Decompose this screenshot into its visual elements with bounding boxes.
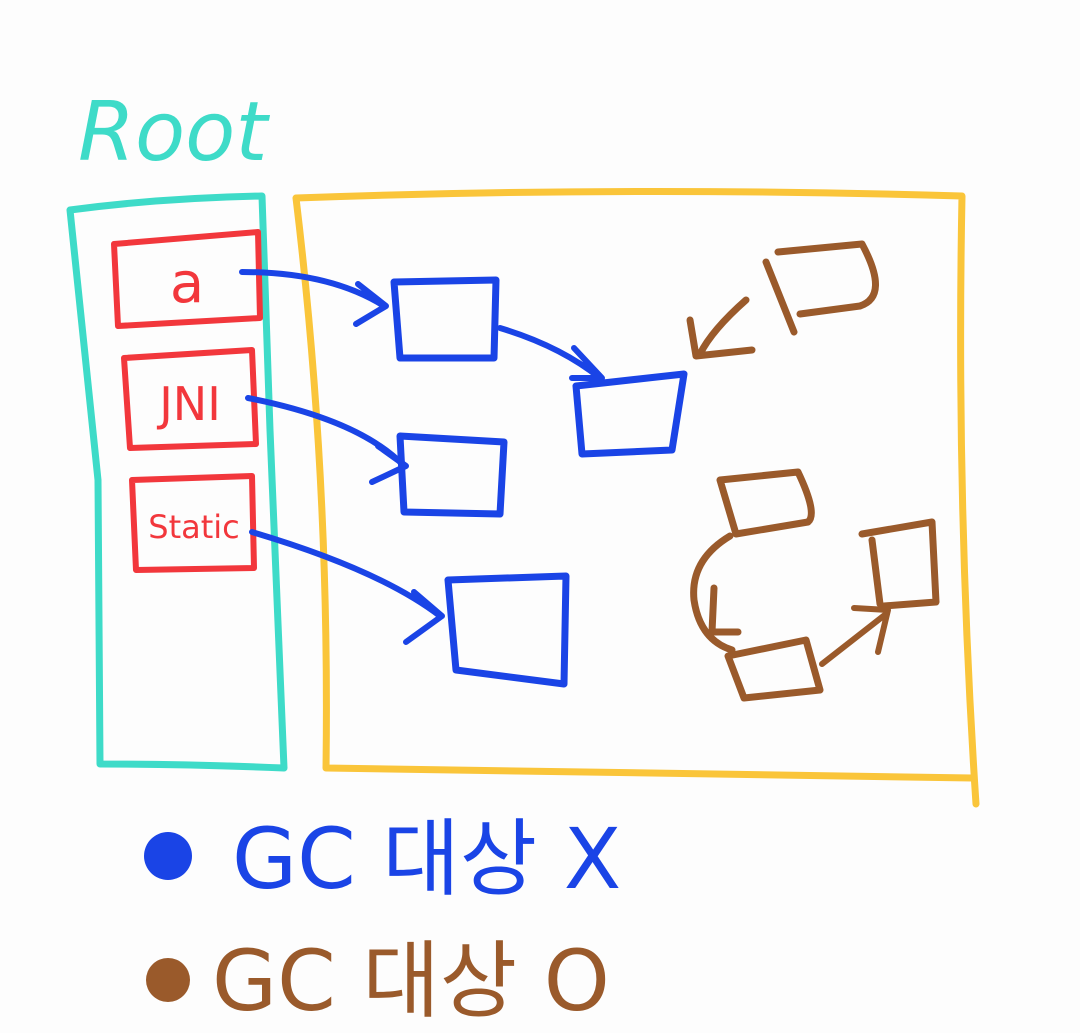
legend-dot-reachable xyxy=(144,832,192,880)
reachable-object-1 xyxy=(390,276,500,362)
unreachable-object-1 xyxy=(762,240,879,336)
unreachable-arrow-1 xyxy=(686,296,756,360)
reachable-references xyxy=(239,269,605,645)
heap-container xyxy=(292,187,980,808)
unreachable-object-3 xyxy=(724,636,824,702)
root-container xyxy=(66,192,288,772)
legend-dot-unreachable xyxy=(146,958,190,1002)
reachable-object-2 xyxy=(572,370,688,458)
legend: GC 대상 X GC 대상 O xyxy=(144,810,621,1030)
arrow-object-1-to-object-2 xyxy=(497,325,605,381)
reachable-object-3 xyxy=(396,432,508,518)
arrow-a-to-object-1 xyxy=(239,269,389,327)
root-item-label: JNI xyxy=(156,377,221,431)
root-item-jni: JNI xyxy=(121,347,259,451)
unreachable-cycle-arrow xyxy=(690,532,742,654)
root-item-static: Static xyxy=(129,473,257,573)
reachable-objects xyxy=(390,276,688,688)
root-title: Root xyxy=(78,85,270,180)
unreachable-objects xyxy=(686,240,940,702)
unreachable-object-4 xyxy=(858,518,940,610)
legend-label-unreachable: GC 대상 O xyxy=(212,932,610,1030)
root-item-label: Static xyxy=(148,508,240,546)
root-item-a: a xyxy=(111,229,263,329)
unreachable-object-2 xyxy=(716,468,815,538)
legend-label-reachable: GC 대상 X xyxy=(232,810,621,908)
root-item-label: a xyxy=(170,251,204,316)
unreachable-arrow-2 xyxy=(819,605,891,667)
reachable-object-4 xyxy=(444,572,570,688)
arrow-static-to-object-4 xyxy=(249,529,445,645)
arrow-jni-to-object-3 xyxy=(245,395,409,485)
